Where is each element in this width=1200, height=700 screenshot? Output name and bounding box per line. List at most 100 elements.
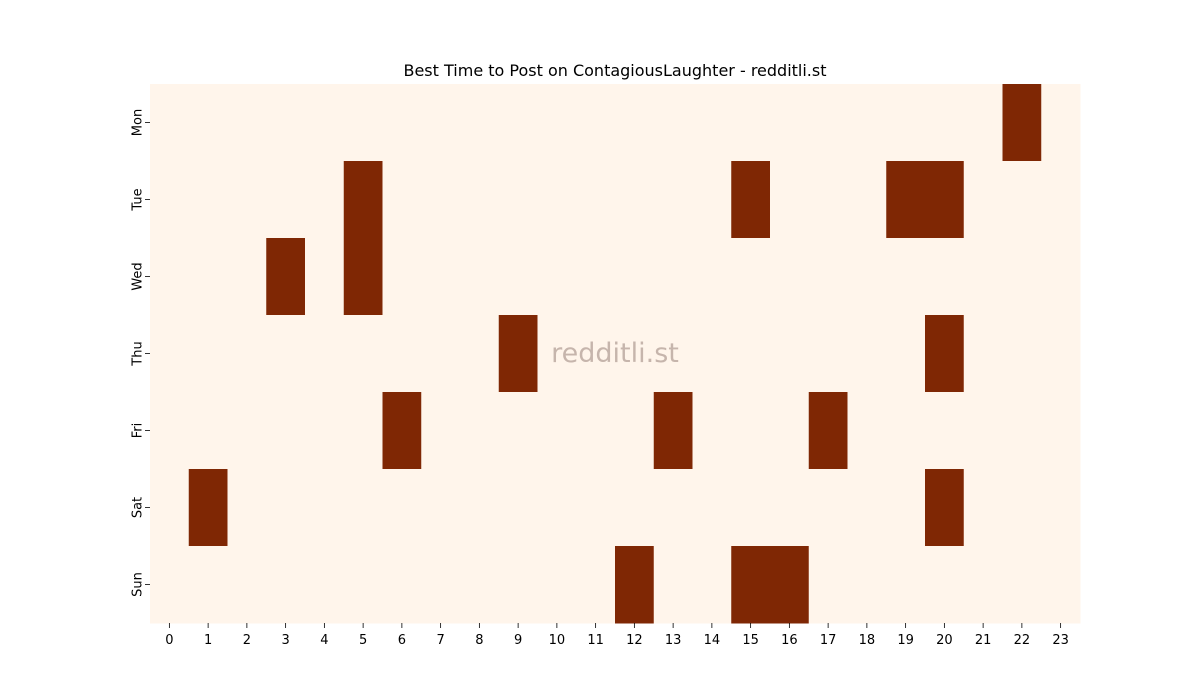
x-tick-label: 15 — [742, 633, 759, 648]
heatmap-cell-mon-19 — [886, 84, 926, 162]
x-tick-label: 12 — [626, 633, 643, 648]
heatmap-cell-wed-2 — [227, 238, 267, 316]
heatmap-cell-fri-9 — [498, 392, 538, 470]
heatmap-cell-fri-0 — [150, 392, 190, 470]
heatmap-cell-sun-2 — [227, 546, 267, 624]
heatmap-cell-fri-15 — [731, 392, 771, 470]
heatmap-cell-thu-7 — [421, 315, 461, 393]
heatmap-cell-wed-20 — [925, 238, 965, 316]
heatmap-cell-fri-23 — [1041, 392, 1081, 470]
heatmap-cell-thu-10 — [537, 315, 577, 393]
heatmap-cell-fri-1 — [188, 392, 228, 470]
heatmap-cell-sun-22 — [1002, 546, 1042, 624]
y-tick-label: Mon — [131, 109, 146, 136]
heatmap-cell-sun-19 — [886, 546, 926, 624]
heatmap-cell-mon-23 — [1041, 84, 1081, 162]
x-tick-label: 3 — [281, 633, 289, 648]
heatmap-cell-mon-21 — [963, 84, 1003, 162]
heatmap-cell-mon-7 — [421, 84, 461, 162]
heatmap-cell-sat-21 — [963, 469, 1003, 547]
heatmap-cell-sat-10 — [537, 469, 577, 547]
heatmap-cell-mon-0 — [150, 84, 190, 162]
heatmap-cell-sat-23 — [1041, 469, 1081, 547]
heatmap-cell-tue-23 — [1041, 161, 1081, 239]
heatmap-cell-fri-8 — [460, 392, 500, 470]
heatmap-cell-sun-21 — [963, 546, 1003, 624]
heatmap-cell-sun-1 — [188, 546, 228, 624]
heatmap-cell-tue-12 — [615, 161, 655, 239]
x-tick-label: 18 — [859, 633, 876, 648]
heatmap-cell-thu-1 — [188, 315, 228, 393]
heatmap-cell-thu-13 — [653, 315, 693, 393]
heatmap-cell-fri-3 — [266, 392, 306, 470]
heatmap-cell-tue-7 — [421, 161, 461, 239]
watermark-text: redditli.st — [551, 338, 679, 369]
heatmap-cell-thu-6 — [382, 315, 422, 393]
heatmap-cell-fri-2 — [227, 392, 267, 470]
heatmap-cell-mon-20 — [925, 84, 965, 162]
heatmap-cell-thu-16 — [770, 315, 810, 393]
x-tick-label: 16 — [781, 633, 798, 648]
heatmap-cell-sat-4 — [305, 469, 345, 547]
heatmap-cell-sat-18 — [847, 469, 887, 547]
heatmap-cell-wed-13 — [653, 238, 693, 316]
heatmap-cell-mon-13 — [653, 84, 693, 162]
x-tick-label: 22 — [1014, 633, 1031, 648]
heatmap-cell-wed-14 — [692, 238, 732, 316]
heatmap-cell-tue-22 — [1002, 161, 1042, 239]
heatmap-cell-sat-11 — [576, 469, 616, 547]
heatmap-cell-sat-7 — [421, 469, 461, 547]
heatmap-cell-fri-7 — [421, 392, 461, 470]
heatmap-cell-tue-19 — [886, 161, 926, 239]
heatmap-cell-wed-22 — [1002, 238, 1042, 316]
heatmap-cell-fri-22 — [1002, 392, 1042, 470]
heatmap-cell-thu-20 — [925, 315, 965, 393]
x-axis: 0 1 2 3 4 5 6 7 8 9 10 11 12 13 14 15 16 17 18 19 20 21 22 23 — [165, 623, 1069, 648]
heatmap-cell-sun-6 — [382, 546, 422, 624]
x-tick-label: 2 — [243, 633, 251, 648]
heatmap-cell-sat-15 — [731, 469, 771, 547]
heatmap-cell-thu-14 — [692, 315, 732, 393]
heatmap-cell-thu-15 — [731, 315, 771, 393]
heatmap-cell-mon-2 — [227, 84, 267, 162]
heatmap-cell-tue-18 — [847, 161, 887, 239]
x-tick-label: 4 — [320, 633, 328, 648]
heatmap-cell-sun-17 — [808, 546, 848, 624]
heatmap-cells — [150, 84, 1081, 624]
x-tick-label: 8 — [475, 633, 483, 648]
heatmap-cell-tue-9 — [498, 161, 538, 239]
x-tick-label: 1 — [204, 633, 212, 648]
heatmap-cell-thu-17 — [808, 315, 848, 393]
heatmap-cell-fri-10 — [537, 392, 577, 470]
heatmap-cell-sat-0 — [150, 469, 190, 547]
heatmap-cell-wed-3 — [266, 238, 306, 316]
heatmap-cell-thu-4 — [305, 315, 345, 393]
x-tick-label: 5 — [359, 633, 367, 648]
heatmap-cell-sun-4 — [305, 546, 345, 624]
heatmap-cell-sun-10 — [537, 546, 577, 624]
heatmap-cell-tue-13 — [653, 161, 693, 239]
heatmap-cell-thu-21 — [963, 315, 1003, 393]
heatmap-cell-thu-2 — [227, 315, 267, 393]
heatmap-cell-mon-17 — [808, 84, 848, 162]
heatmap-cell-wed-9 — [498, 238, 538, 316]
heatmap-cell-sat-2 — [227, 469, 267, 547]
y-tick-label: Thu — [131, 341, 146, 366]
heatmap-cell-sat-17 — [808, 469, 848, 547]
heatmap-cell-sun-18 — [847, 546, 887, 624]
y-tick-label: Wed — [131, 262, 146, 290]
x-tick-label: 13 — [665, 633, 682, 648]
heatmap-cell-sun-23 — [1041, 546, 1081, 624]
heatmap-cell-mon-9 — [498, 84, 538, 162]
heatmap-cell-fri-11 — [576, 392, 616, 470]
heatmap-cell-wed-16 — [770, 238, 810, 316]
heatmap-cell-sun-13 — [653, 546, 693, 624]
x-tick-label: 20 — [936, 633, 953, 648]
heatmap-cell-tue-1 — [188, 161, 228, 239]
heatmap-cell-wed-1 — [188, 238, 228, 316]
y-tick-label: Sat — [131, 497, 146, 518]
x-tick-label: 19 — [897, 633, 914, 648]
heatmap-cell-sat-19 — [886, 469, 926, 547]
heatmap-cell-tue-11 — [576, 161, 616, 239]
